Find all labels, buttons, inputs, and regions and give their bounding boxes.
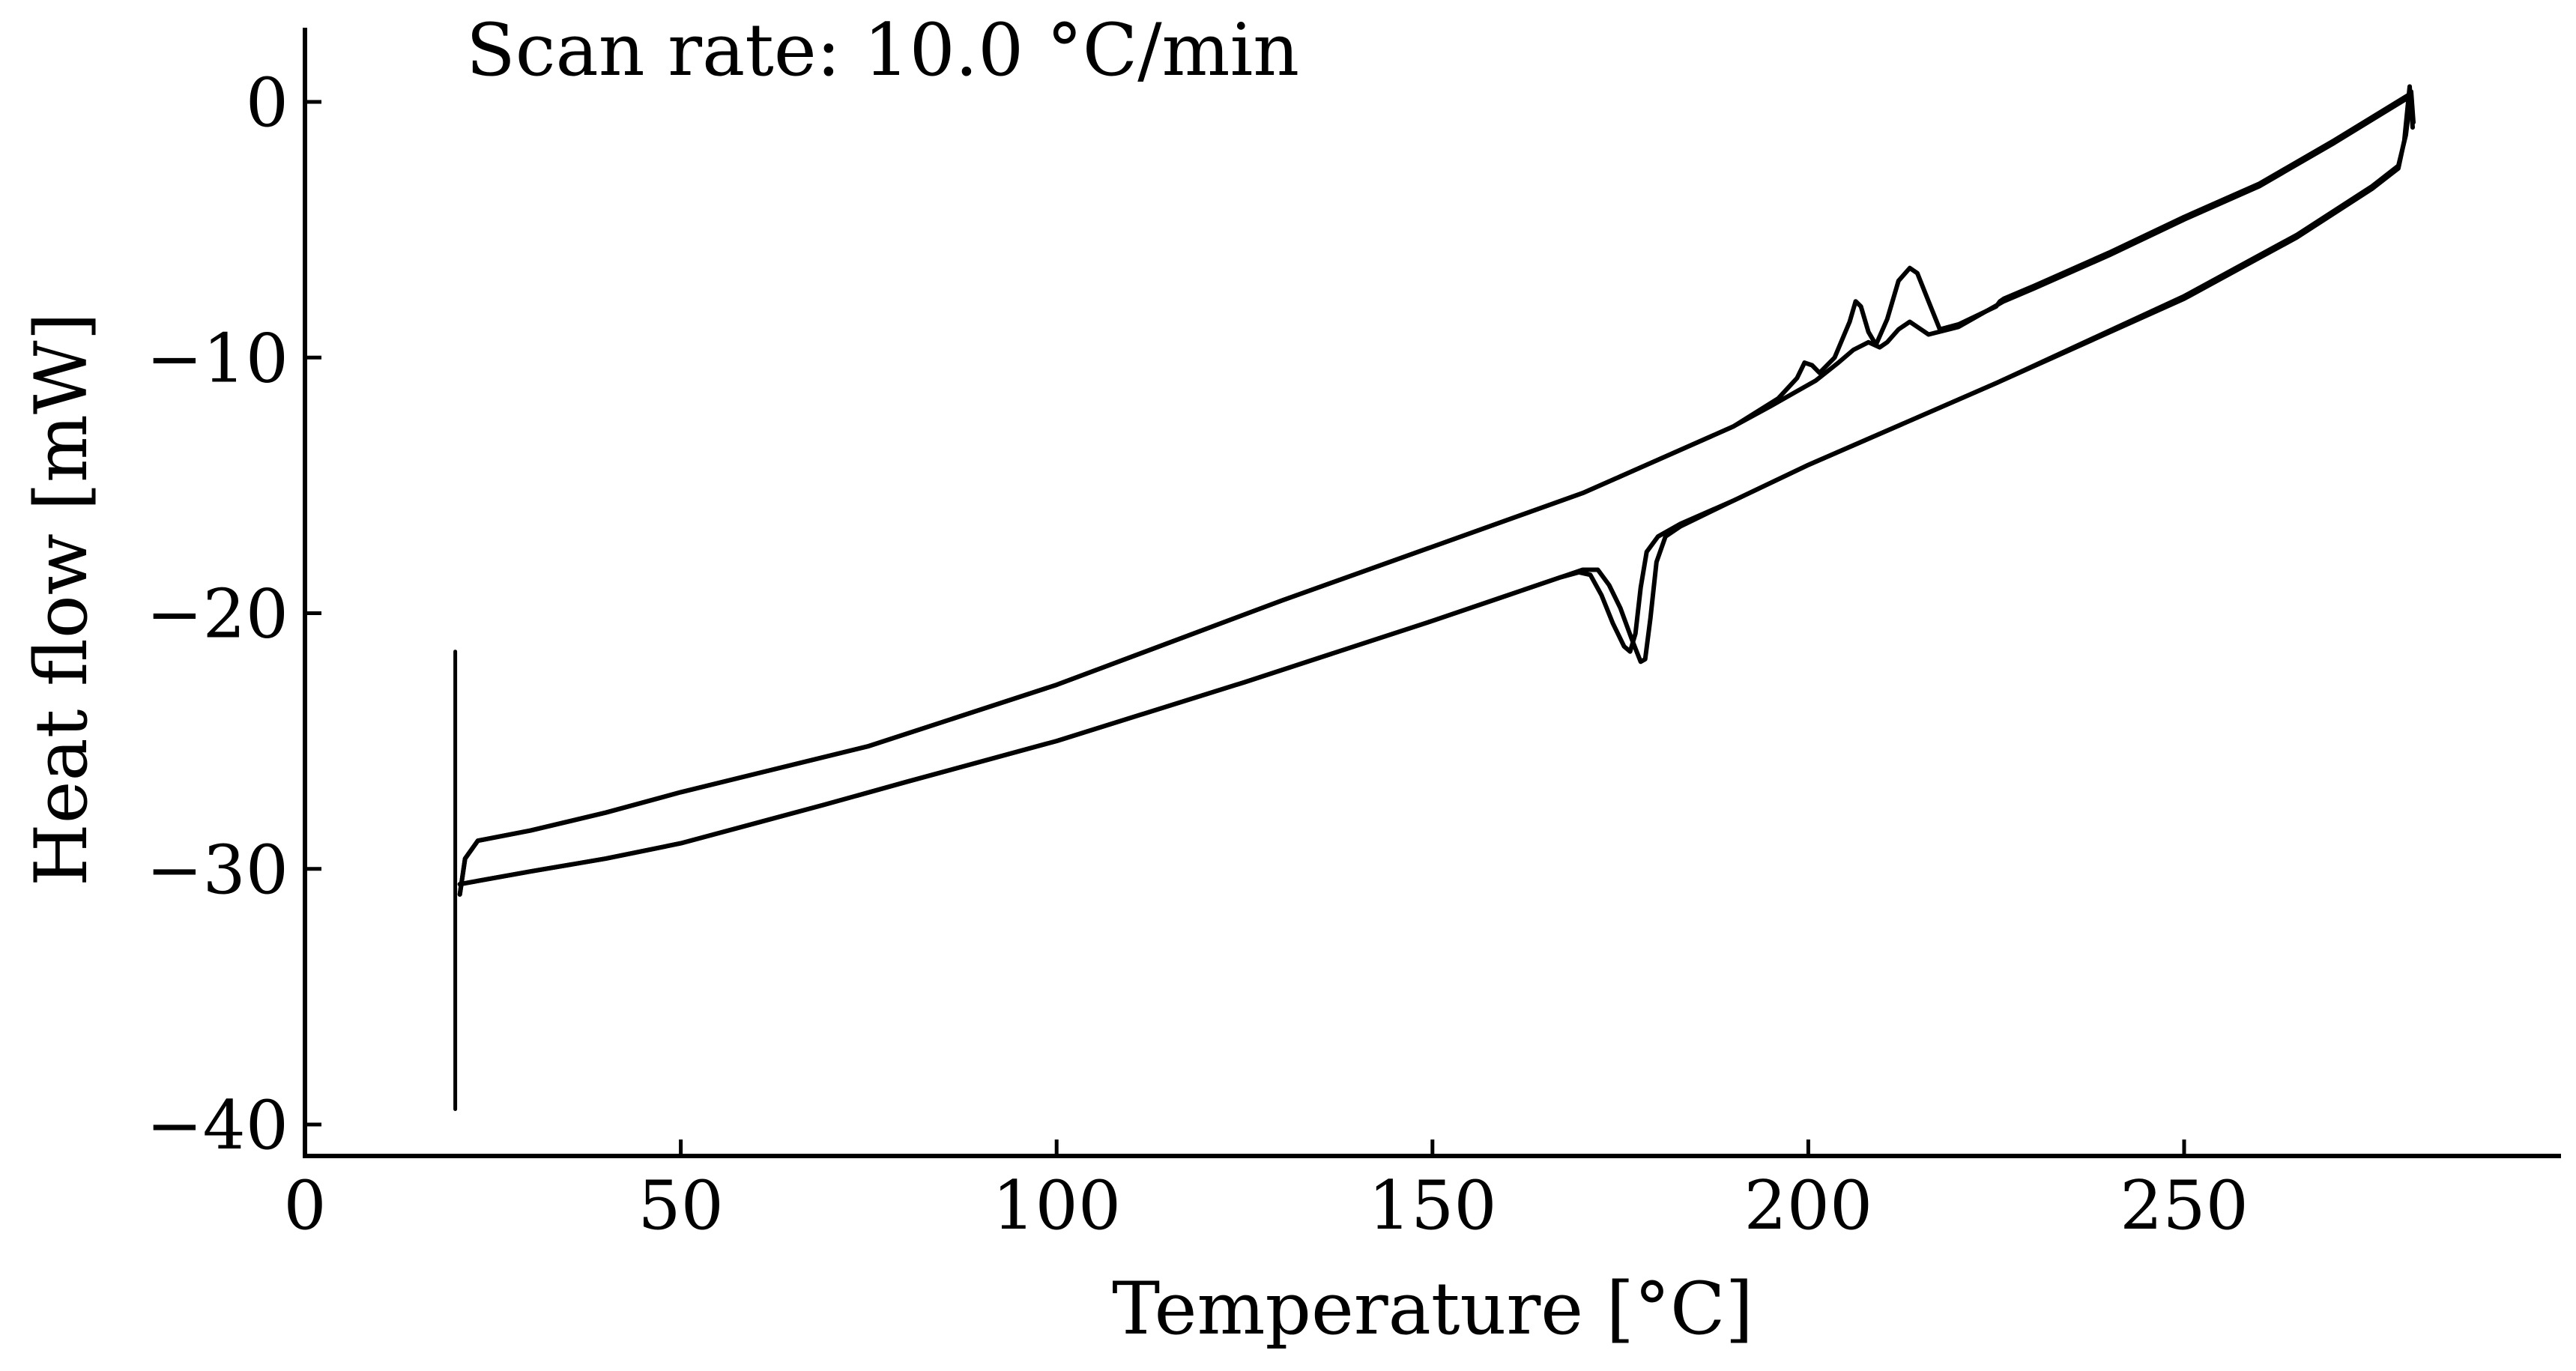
y-axis-label: Heat flow [mW] <box>19 312 103 886</box>
x-tick-label: 50 <box>638 1166 724 1245</box>
y-tick-label: −30 <box>146 831 288 910</box>
series-layer <box>453 84 2416 1111</box>
series-line-heating-run-1 <box>457 84 2415 887</box>
x-axis-label: Temperature [°C] <box>1112 1267 1753 1351</box>
y-tick-label: −20 <box>146 575 288 654</box>
x-tick-label: 100 <box>992 1166 1121 1245</box>
y-ticks: 0 −10 −20 −30 −40 <box>146 64 321 1165</box>
x-tick-label: 0 <box>283 1166 326 1245</box>
x-tick-label: 250 <box>2120 1166 2249 1245</box>
scan-rate-annotation: Scan rate: 10.0 °C/min <box>466 8 1299 92</box>
series-line-cooling-run-2 <box>457 94 2412 897</box>
y-tick-label: 0 <box>246 64 288 142</box>
x-ticks: 0 50 100 150 200 250 <box>283 1140 2249 1245</box>
x-tick-label: 150 <box>1368 1166 1497 1245</box>
y-tick-label: −40 <box>146 1086 288 1165</box>
y-tick-label: −10 <box>146 319 288 398</box>
x-tick-label: 200 <box>1744 1166 1873 1245</box>
series-line-heating-run-2 <box>457 89 2416 887</box>
